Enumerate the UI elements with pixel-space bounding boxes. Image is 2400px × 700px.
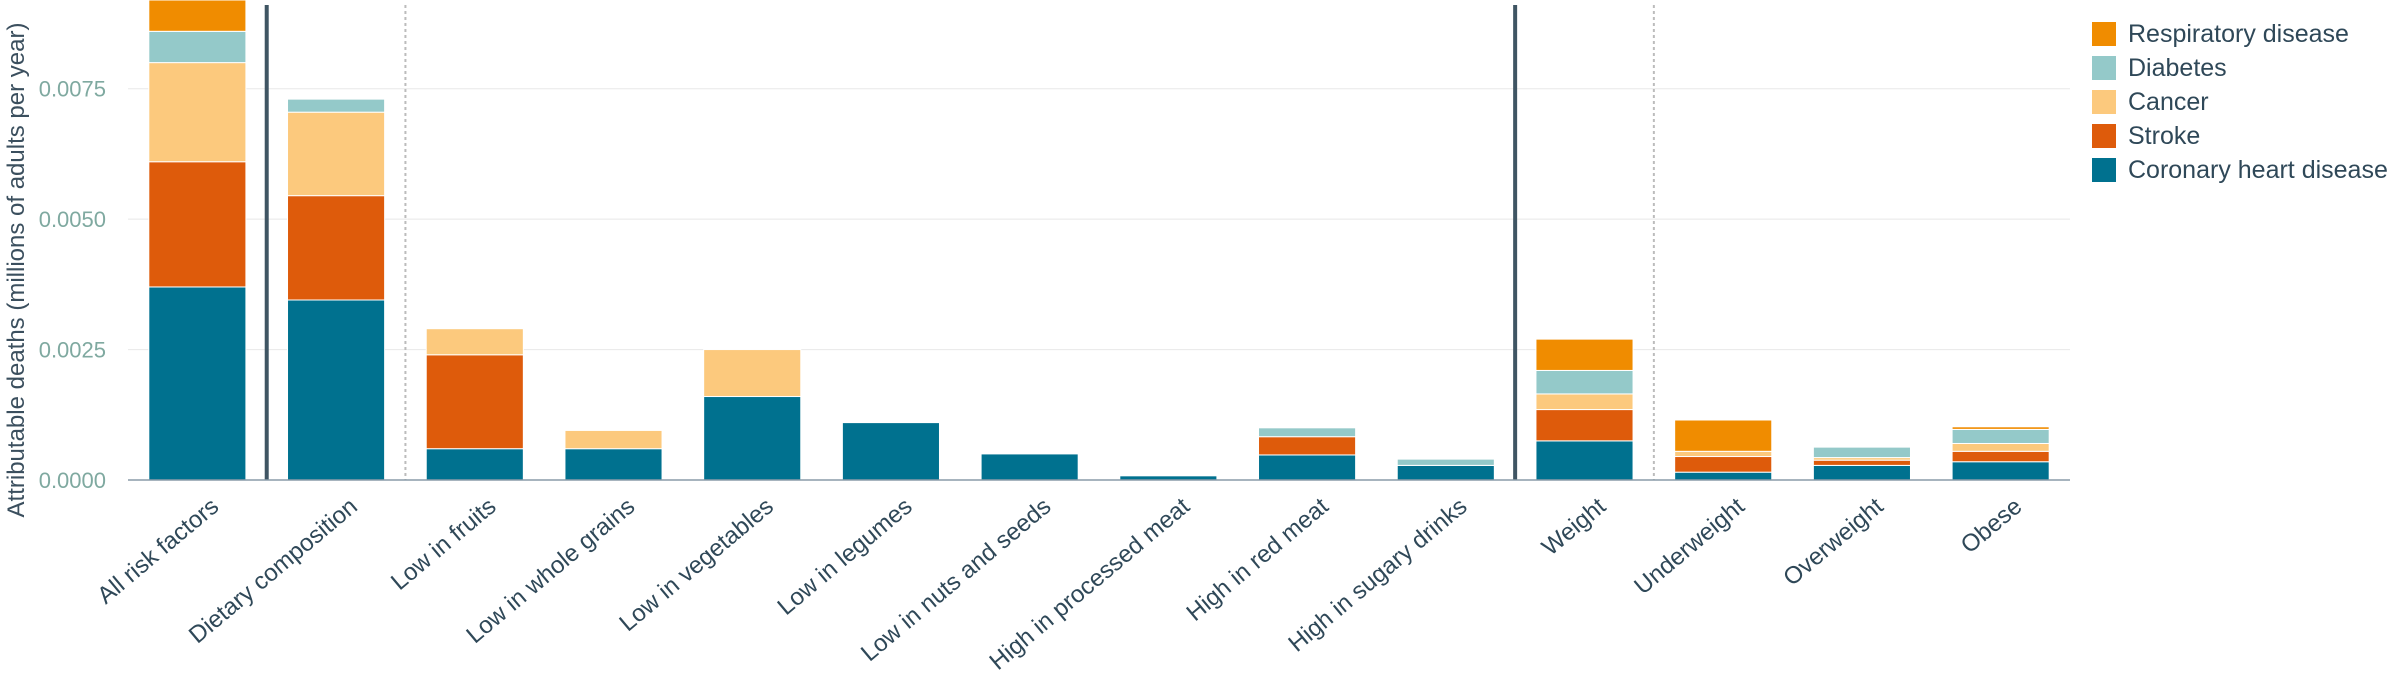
bar-segment bbox=[1812, 464, 1911, 481]
bar-segment bbox=[1812, 459, 1911, 466]
y-tick-label: 0.0050 bbox=[39, 207, 106, 232]
bar-segment bbox=[703, 349, 802, 398]
legend-swatch bbox=[2092, 56, 2116, 80]
bar-segment bbox=[1396, 464, 1495, 481]
bar-segment bbox=[1674, 419, 1773, 452]
bar-segment bbox=[148, 286, 247, 481]
bar-segment bbox=[287, 299, 386, 481]
bar-segment bbox=[1396, 458, 1495, 466]
bar-segment bbox=[1535, 409, 1634, 442]
bar-segment bbox=[287, 98, 386, 113]
bar-segment bbox=[425, 328, 524, 356]
x-tick-label: Weight bbox=[1537, 493, 1611, 562]
bar-segment bbox=[1674, 456, 1773, 473]
bar-segment bbox=[841, 422, 940, 481]
legend-swatch bbox=[2092, 90, 2116, 114]
bar-segment bbox=[703, 396, 802, 481]
legend-swatch bbox=[2092, 22, 2116, 46]
bar-segment bbox=[287, 111, 386, 197]
legend-label: Diabetes bbox=[2128, 54, 2227, 82]
bar-segment bbox=[148, 161, 247, 288]
bar-segment bbox=[148, 30, 247, 64]
bar-segment bbox=[1535, 440, 1634, 481]
legend-label: Stroke bbox=[2128, 122, 2200, 150]
y-tick-label: 0.0000 bbox=[39, 468, 106, 493]
legend-label: Cancer bbox=[2128, 88, 2209, 116]
x-tick-label: Low in legumes bbox=[772, 493, 917, 621]
bar-segment bbox=[1951, 426, 2050, 430]
legend-swatch bbox=[2092, 124, 2116, 148]
legend-label: Respiratory disease bbox=[2128, 20, 2349, 48]
legend-label: Coronary heart disease bbox=[2128, 156, 2388, 184]
y-tick-label: 0.0075 bbox=[39, 77, 106, 102]
bar-segment bbox=[1951, 442, 2050, 452]
y-tick-label: 0.0025 bbox=[39, 338, 106, 363]
legend: Respiratory disease Diabetes Cancer Stroke C… bbox=[2092, 20, 2388, 184]
x-tick-label: High in red meat bbox=[1181, 493, 1333, 627]
bar-segment bbox=[425, 448, 524, 481]
gridlines bbox=[128, 88, 2070, 351]
bar-segment bbox=[564, 448, 663, 481]
bar-segment bbox=[1535, 338, 1634, 371]
bar-segment bbox=[148, 62, 247, 163]
group-separators bbox=[264, 5, 1655, 480]
y-tick-labels: 0.0000 0.0025 0.0050 0.0075 bbox=[39, 77, 106, 493]
bar-segment bbox=[1535, 393, 1634, 411]
bar-segment bbox=[980, 453, 1079, 481]
bar-segment bbox=[1812, 446, 1911, 459]
x-tick-label: Underweight bbox=[1629, 493, 1750, 601]
bars bbox=[148, 0, 2050, 481]
bar-segment bbox=[564, 429, 663, 450]
bar-segment bbox=[425, 354, 524, 450]
x-tick-label: Low in fruits bbox=[386, 493, 501, 596]
bar-segment bbox=[287, 195, 386, 301]
bar-segment bbox=[1674, 450, 1773, 458]
bar-segment bbox=[1258, 454, 1357, 481]
bar-segment bbox=[1951, 461, 2050, 481]
x-tick-label: Overweight bbox=[1778, 493, 1889, 592]
bar-segment bbox=[1951, 428, 2050, 444]
x-tick-label: All risk factors bbox=[92, 493, 224, 610]
bar-segment bbox=[1258, 436, 1357, 456]
legend-swatch bbox=[2092, 158, 2116, 182]
x-tick-label: Obese bbox=[1956, 493, 2028, 559]
bar-segment bbox=[1674, 471, 1773, 481]
bar-segment bbox=[1951, 450, 2050, 463]
bar-segment bbox=[1535, 369, 1634, 395]
bar-segment bbox=[1258, 427, 1357, 438]
bar-segment bbox=[148, 0, 247, 32]
y-axis-label: Attributable deaths (millions of adults … bbox=[3, 23, 30, 518]
